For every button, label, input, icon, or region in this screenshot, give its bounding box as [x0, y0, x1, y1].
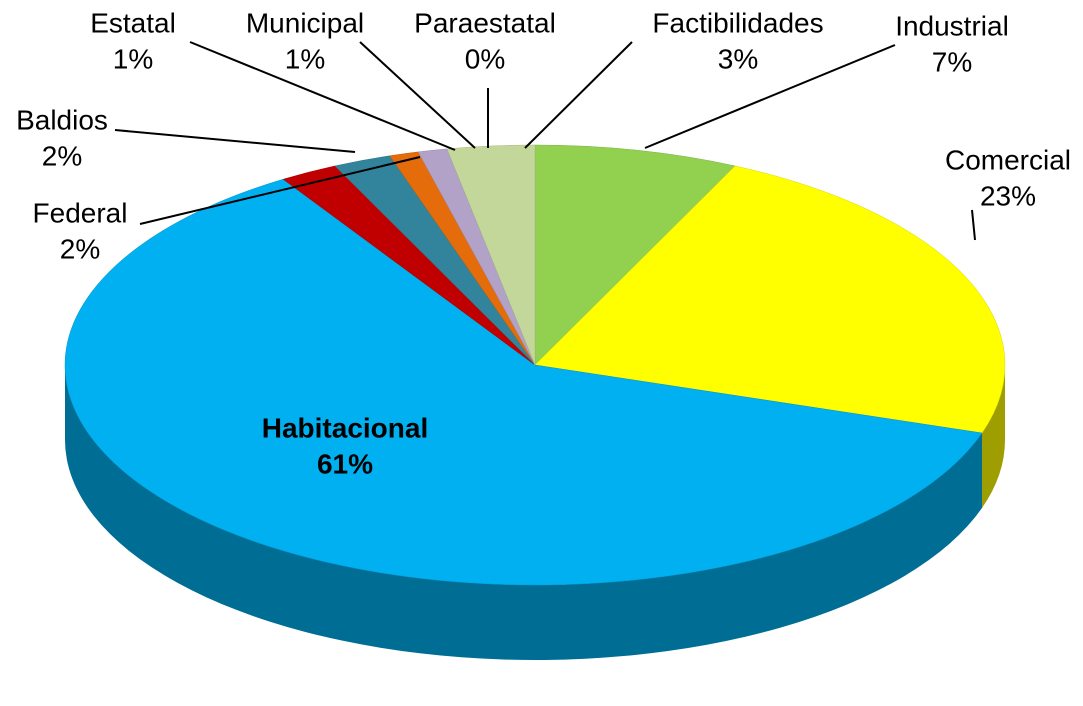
- slice-label: Municipal: [246, 7, 364, 38]
- slice-value-label: 2%: [60, 233, 100, 264]
- leader-line: [524, 41, 633, 149]
- slice-side: [65, 365, 982, 660]
- slice-label: Factibilidades: [652, 7, 823, 38]
- leader-line: [359, 41, 476, 149]
- slice-value-label: 3%: [718, 43, 758, 74]
- leader-line: [971, 209, 976, 241]
- slice: [534, 144, 736, 366]
- leader-line: [139, 156, 421, 225]
- slice: [64, 178, 983, 586]
- leader-line: [644, 44, 896, 149]
- leader-line: [114, 129, 356, 153]
- slice-value-label: 23%: [980, 180, 1036, 211]
- slice-value-label: 1%: [113, 43, 153, 74]
- slice-value-label: 7%: [932, 46, 972, 77]
- slice-value-label: 2%: [42, 140, 82, 171]
- leader-line: [189, 41, 456, 151]
- slice-label: Paraestatal: [414, 7, 556, 38]
- slice-value-label: 61%: [317, 448, 373, 479]
- slice-label: Federal: [33, 197, 128, 228]
- slice-label: Comercial: [945, 144, 1071, 175]
- slice: [446, 144, 536, 366]
- slice-label: Industrial: [895, 10, 1009, 41]
- slice-value-label: 0%: [465, 43, 505, 74]
- slice-value-label: 1%: [285, 43, 325, 74]
- slice-label: Habitacional: [262, 412, 428, 443]
- slice-label: Estatal: [90, 7, 176, 38]
- slice-label: Baldios: [16, 104, 108, 135]
- slice: [534, 165, 1006, 434]
- slice-side: [981, 365, 1005, 508]
